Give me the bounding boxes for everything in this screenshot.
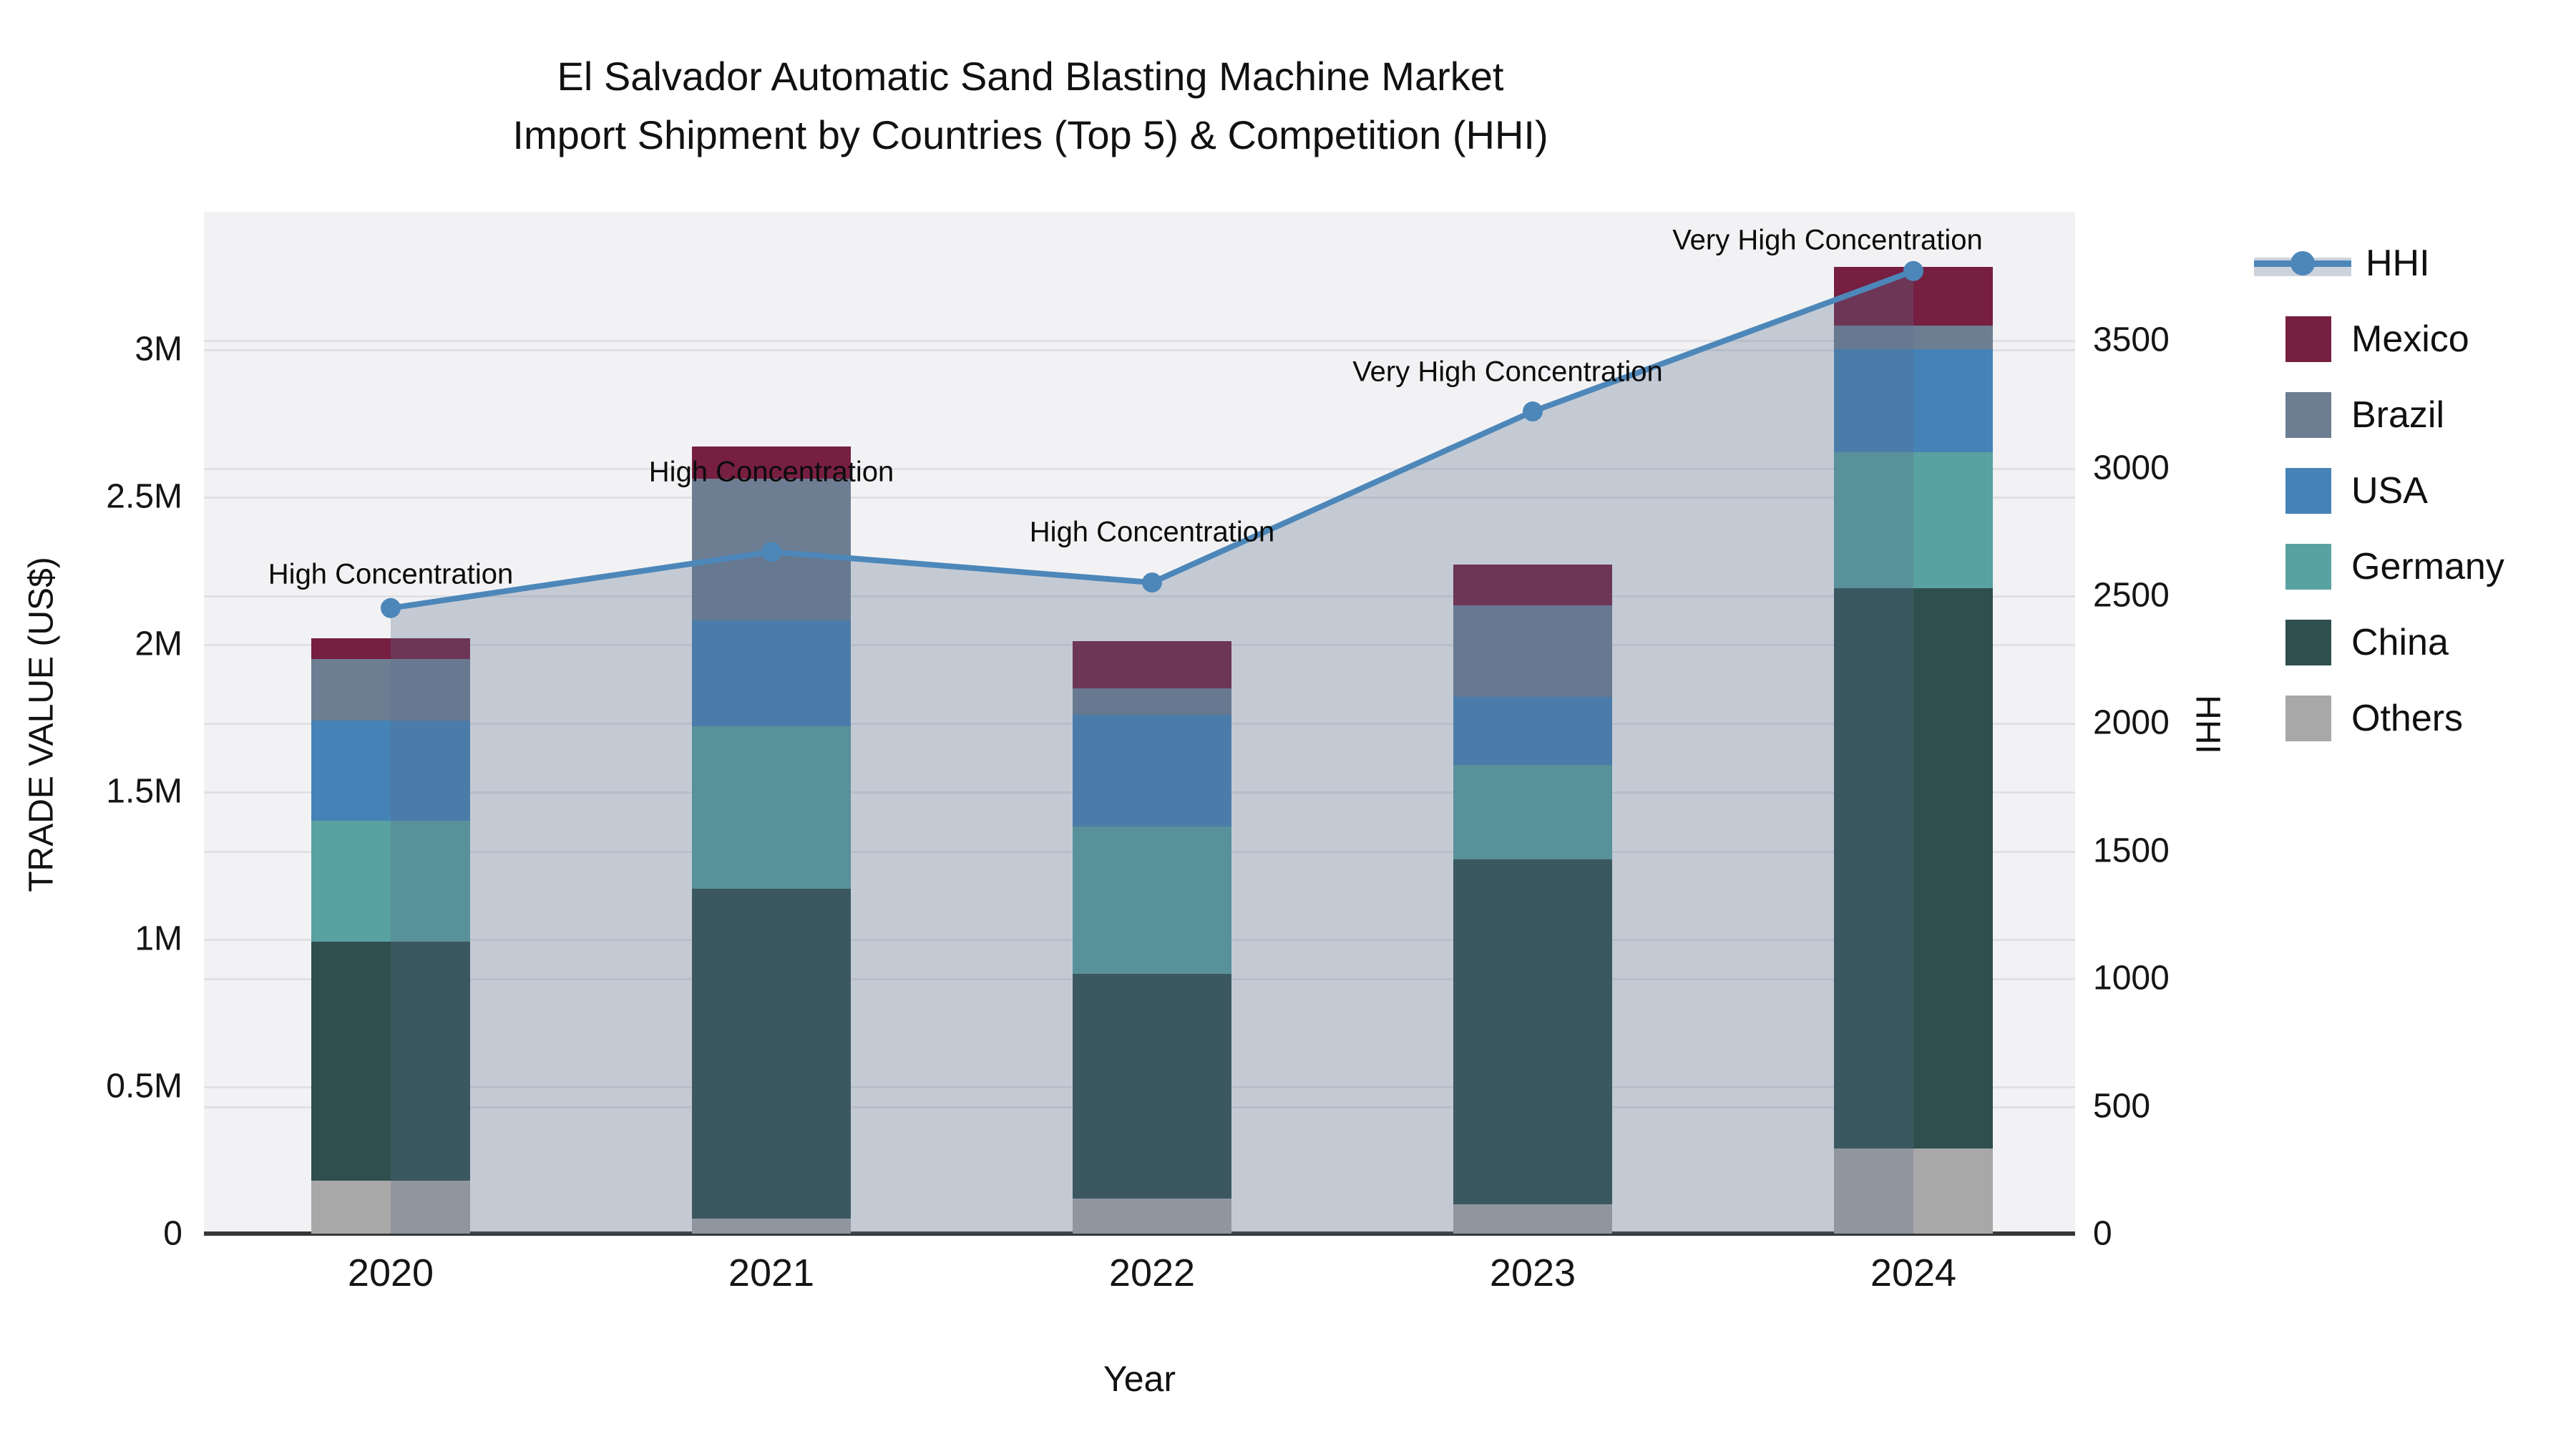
y-left-tick-2.5M: 2.5M	[106, 477, 182, 516]
legend-label-hhi: HHI	[2366, 243, 2430, 284]
bar-segment-china-2024[interactable]	[1834, 587, 1993, 1148]
hhi-marker-2023[interactable]	[1523, 401, 1543, 422]
legend-label-brazil: Brazil	[2351, 394, 2445, 436]
x-tick-2022: 2022	[1108, 1252, 1196, 1294]
bar-segment-brazil-2024[interactable]	[1834, 326, 1993, 349]
x-axis-line	[204, 1231, 2075, 1236]
chart-title-line2: Import Shipment by Countries (Top 5) & C…	[512, 112, 1548, 157]
y-right-tick-0: 0	[2093, 1214, 2112, 1253]
bar-segment-usa-2022[interactable]	[1073, 714, 1231, 827]
legend-item-usa[interactable]: USA	[2254, 453, 2504, 529]
bar-segment-mexico-2022[interactable]	[1073, 640, 1231, 688]
plot-area	[204, 212, 2075, 1236]
legend-item-china[interactable]: China	[2254, 605, 2504, 680]
legend-swatch-germany-icon	[2285, 544, 2331, 590]
legend-swatch-usa-icon	[2285, 468, 2331, 514]
bar-segment-others-2023[interactable]	[1453, 1204, 1612, 1234]
y-left-tick-0.5M: 0.5M	[106, 1067, 182, 1106]
x-tick-2021: 2021	[728, 1252, 815, 1294]
bar-segment-china-2022[interactable]	[1073, 974, 1231, 1199]
annotation-2022: High Concentration	[1029, 516, 1275, 548]
annotation-2021: High Concentration	[648, 456, 894, 488]
hhi-marker-2020[interactable]	[381, 597, 401, 618]
y-right-tick-3000: 3000	[2093, 449, 2170, 487]
legend-swatch-others-icon	[2285, 696, 2331, 741]
bar-segment-china-2020[interactable]	[311, 942, 470, 1181]
hhi-line-overlay	[381, 260, 1923, 1234]
legend-swatch-brazil-icon	[2285, 392, 2331, 438]
x-tick-2020: 2020	[347, 1252, 434, 1294]
bar-segment-germany-2021[interactable]	[692, 726, 851, 889]
legend-item-germany[interactable]: Germany	[2254, 529, 2504, 605]
legend: HHI Mexico Brazil USA Germany China Others	[2254, 225, 2504, 756]
annotation-2024: Very High Concentration	[1672, 224, 1983, 256]
annotation-2020: High Concentration	[268, 558, 514, 590]
gridline	[204, 348, 2075, 351]
legend-label-china: China	[2351, 622, 2449, 663]
bar-segment-germany-2023[interactable]	[1453, 764, 1612, 859]
hhi-marker-2022[interactable]	[1142, 572, 1162, 593]
bar-segment-others-2020[interactable]	[311, 1180, 470, 1234]
y-right-tick-1000: 1000	[2093, 959, 2170, 997]
bar-segment-others-2021[interactable]	[692, 1219, 851, 1234]
hhi-marker-2021[interactable]	[761, 542, 781, 562]
y-axis-right-title: HHI	[2188, 695, 2227, 754]
bar-segment-others-2024[interactable]	[1834, 1148, 1993, 1234]
gridline	[204, 467, 2075, 470]
gridline	[204, 595, 2075, 597]
y-left-tick-3M: 3M	[135, 330, 182, 369]
hhi-area-fill	[391, 270, 1913, 1234]
bar-segment-usa-2021[interactable]	[692, 620, 851, 727]
legend-item-others[interactable]: Others	[2254, 680, 2504, 756]
bar-segment-germany-2022[interactable]	[1073, 826, 1231, 975]
y-right-tick-2500: 2500	[2093, 576, 2170, 615]
y-left-tick-2M: 2M	[135, 625, 182, 663]
hhi-marker-2024[interactable]	[1903, 260, 1923, 281]
y-right-tick-1500: 1500	[2093, 831, 2170, 870]
bar-segment-usa-2024[interactable]	[1834, 348, 1993, 453]
chart-title-line1: El Salvador Automatic Sand Blasting Mach…	[557, 54, 1504, 99]
x-tick-2023: 2023	[1489, 1252, 1576, 1294]
x-tick-2024: 2024	[1870, 1252, 1957, 1294]
legend-swatch-mexico-icon	[2285, 316, 2331, 362]
y-right-tick-500: 500	[2093, 1087, 2151, 1126]
legend-item-mexico[interactable]: Mexico	[2254, 301, 2504, 377]
x-axis-title: Year	[1103, 1359, 1176, 1399]
y-left-tick-1M: 1M	[135, 919, 182, 958]
hhi-line-swatch-icon	[2254, 245, 2351, 282]
y-axis-left-title: TRADE VALUE (US$)	[22, 557, 61, 892]
y-right-tick-2000: 2000	[2093, 703, 2170, 742]
gridline	[204, 496, 2075, 499]
bar-segment-brazil-2022[interactable]	[1073, 688, 1231, 715]
y-left-tick-0: 0	[163, 1214, 182, 1253]
bar-segment-germany-2020[interactable]	[311, 821, 470, 942]
bar-segment-mexico-2023[interactable]	[1453, 564, 1612, 606]
y-right-tick-3500: 3500	[2093, 321, 2170, 359]
bar-segment-mexico-2021[interactable]	[692, 446, 851, 479]
legend-item-brazil[interactable]: Brazil	[2254, 377, 2504, 453]
bar-segment-china-2021[interactable]	[692, 888, 851, 1219]
bar-segment-others-2022[interactable]	[1073, 1198, 1231, 1234]
legend-label-germany: Germany	[2351, 546, 2504, 587]
legend-item-hhi[interactable]: HHI	[2254, 225, 2504, 301]
gridline	[204, 340, 2075, 343]
legend-label-mexico: Mexico	[2351, 318, 2469, 360]
y-left-tick-1.5M: 1.5M	[106, 772, 182, 811]
bar-segment-usa-2023[interactable]	[1453, 697, 1612, 765]
bar-segment-mexico-2020[interactable]	[311, 638, 470, 659]
legend-swatch-china-icon	[2285, 620, 2331, 665]
legend-label-others: Others	[2351, 698, 2464, 739]
annotation-2023: Very High Concentration	[1352, 356, 1663, 388]
bar-segment-brazil-2020[interactable]	[311, 658, 470, 721]
bar-segment-usa-2020[interactable]	[311, 721, 470, 821]
chart-title: El Salvador Automatic Sand Blasting Mach…	[0, 47, 2061, 165]
bar-segment-china-2023[interactable]	[1453, 859, 1612, 1204]
legend-label-usa: USA	[2351, 470, 2428, 512]
bar-segment-brazil-2023[interactable]	[1453, 605, 1612, 698]
bar-segment-germany-2024[interactable]	[1834, 452, 1993, 588]
